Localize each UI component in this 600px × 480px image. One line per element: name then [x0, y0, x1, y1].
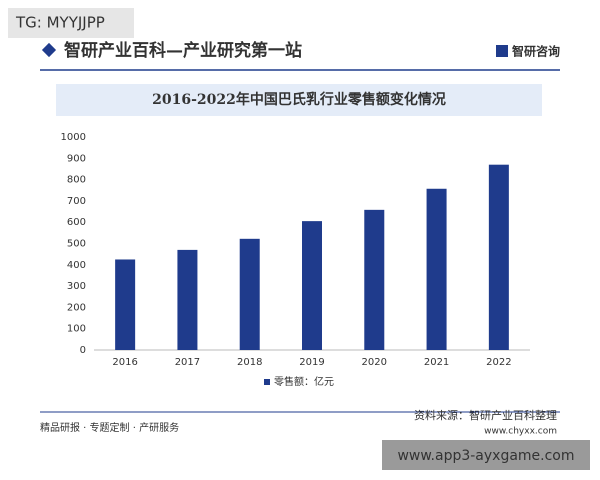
y-tick-label: 700 [67, 196, 86, 207]
x-tick-label: 2019 [299, 357, 324, 368]
bar [115, 259, 136, 350]
bar [239, 238, 260, 350]
bar [302, 221, 322, 350]
legend-swatch [264, 379, 270, 385]
x-tick-label: 2018 [237, 357, 262, 368]
tag-box [8, 8, 134, 38]
watermark-box [382, 440, 590, 470]
x-tick-label: 2022 [486, 357, 511, 368]
tag: TG: MYYJJPP [15, 14, 105, 32]
bar [177, 249, 198, 350]
y-tick-label: 300 [67, 281, 86, 292]
footer-source: 资料来源：智研产业百科整理 [414, 408, 557, 422]
x-tick-label: 2021 [424, 357, 449, 368]
logo-icon [496, 45, 508, 57]
y-tick-label: 1000 [61, 132, 86, 143]
bar [426, 188, 447, 350]
y-tick-label: 100 [67, 324, 86, 335]
y-tick-label: 800 [67, 175, 86, 186]
title-box [56, 84, 542, 116]
diamond [41, 42, 57, 58]
x-tick-label: 2020 [362, 357, 387, 368]
x-tick-label: 2017 [175, 357, 200, 368]
y-tick-label: 500 [67, 239, 86, 250]
y-tick-label: 600 [67, 217, 86, 228]
bar [488, 164, 509, 350]
logo: 智研咨询 [511, 44, 560, 59]
x-tick-label: 2016 [112, 357, 137, 368]
chart-title: 2016-2022年中国巴氏乳行业零售额变化情况 [152, 91, 446, 108]
legend-label: 零售额：亿元 [274, 375, 334, 388]
y-tick-label: 200 [67, 302, 86, 313]
footer-left: 精品研报 · 专题定制 · 产研服务 [40, 421, 179, 434]
y-tick-label: 0 [80, 345, 86, 356]
watermark: www.app3-ayxgame.com [397, 448, 574, 464]
bar [364, 209, 385, 350]
footer-site: www.chyxx.com [484, 427, 557, 437]
header-title: 智研产业百科—产业研究第一站 [64, 40, 302, 61]
y-tick-label: 900 [67, 153, 86, 164]
y-tick-label: 400 [67, 260, 86, 271]
